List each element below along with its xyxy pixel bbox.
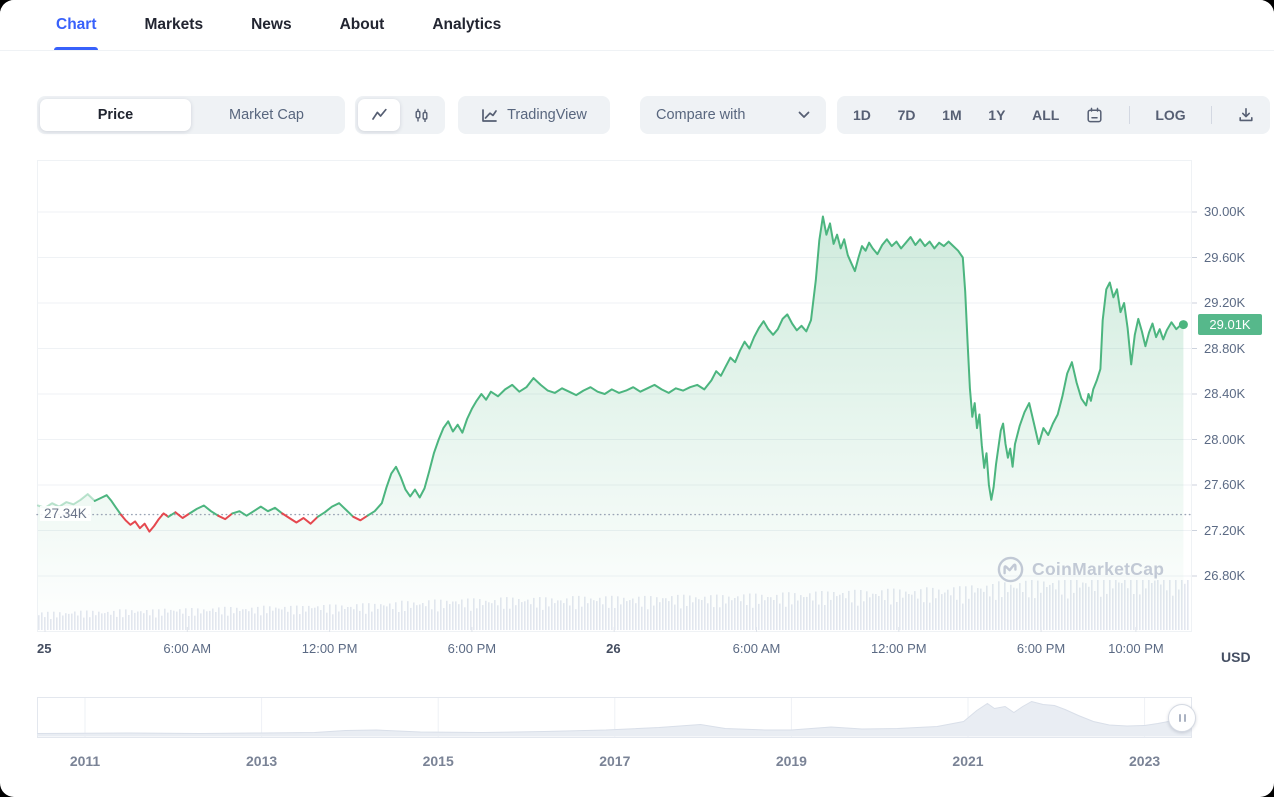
line-chart-icon xyxy=(371,108,387,122)
price-axis-label: 26.80K xyxy=(1204,568,1246,583)
chart-type-toggle xyxy=(355,96,445,134)
compare-with-label: Compare with xyxy=(656,107,746,123)
price-axis-label: 27.60K xyxy=(1204,477,1246,492)
price-axis-label: 30.00K xyxy=(1204,204,1246,219)
navigator-year-label: 2013 xyxy=(246,753,278,769)
price-axis-label: 29.20K xyxy=(1204,295,1246,310)
time-axis-label: 12:00 PM xyxy=(870,641,927,656)
navigator[interactable] xyxy=(37,697,1192,738)
price-area-fill xyxy=(37,216,1184,630)
tradingview-label: TradingView xyxy=(507,107,587,123)
watermark: CoinMarketCap xyxy=(997,556,1164,583)
time-axis-label: 25 xyxy=(37,641,52,656)
candlestick-toggle[interactable] xyxy=(400,99,442,131)
price-toggle[interactable]: Price xyxy=(40,99,191,131)
tab-markets[interactable]: Markets xyxy=(144,16,204,33)
log-scale-toggle[interactable]: LOG xyxy=(1155,107,1186,123)
toolbar-divider xyxy=(1128,106,1130,124)
line-chart-toggle[interactable] xyxy=(358,99,400,131)
last-price-dot xyxy=(1178,320,1188,330)
market-cap-toggle[interactable]: Market Cap xyxy=(229,107,304,123)
calendar-icon xyxy=(1087,107,1102,122)
time-axis-label: 12:00 PM xyxy=(301,641,358,656)
price-axis-label: 29.60K xyxy=(1204,249,1246,265)
range-1m[interactable]: 1M xyxy=(942,107,962,123)
chart-toolbar: Price Market Cap Tradi xyxy=(0,51,1274,139)
price-axis-label: 28.00K xyxy=(1204,431,1246,447)
tab-analytics[interactable]: Analytics xyxy=(432,16,502,33)
price-area xyxy=(37,216,1184,630)
last-price-badge: 29.01K xyxy=(1198,314,1262,336)
coinmarketcap-logo-icon xyxy=(997,556,1024,583)
navigator-year-label: 2019 xyxy=(775,753,807,769)
metric-toggle: Price Market Cap xyxy=(37,96,345,134)
compare-with-dropdown[interactable]: Compare with xyxy=(640,96,826,134)
navigator-year-label: 2017 xyxy=(599,753,631,769)
time-axis-label: 10:00 PM xyxy=(1108,641,1164,656)
time-axis-label: 6:00 AM xyxy=(732,641,781,656)
top-nav: Chart Markets News About Analytics xyxy=(0,0,1274,51)
download-button[interactable] xyxy=(1237,105,1255,125)
time-axis-label: 6:00 PM xyxy=(1016,641,1066,656)
price-axis-label: 28.40K xyxy=(1204,386,1246,401)
download-icon xyxy=(1239,108,1253,122)
tradingview-button[interactable]: TradingView xyxy=(458,96,610,134)
candlestick-icon xyxy=(414,108,429,123)
tab-about[interactable]: About xyxy=(339,16,385,33)
navigator-year-label: 2015 xyxy=(422,753,454,769)
range-1d[interactable]: 1D xyxy=(853,107,871,123)
tab-news[interactable]: News xyxy=(251,16,292,33)
range-1y[interactable]: 1Y xyxy=(988,107,1006,123)
price-axis-label: 27.20K xyxy=(1204,522,1246,538)
currency-label: USD xyxy=(1221,649,1251,665)
tradingview-icon xyxy=(481,108,498,123)
range-7d[interactable]: 7D xyxy=(897,107,916,123)
toolbar-divider xyxy=(1211,106,1213,124)
chevron-down-icon xyxy=(798,111,810,119)
navigator-year-label: 2021 xyxy=(952,753,984,769)
time-axis-label: 6:00 PM xyxy=(447,641,497,656)
range-selector: 1D 7D 1M 1Y ALL LOG xyxy=(837,96,1270,134)
time-axis-label: 26 xyxy=(606,641,621,656)
navigator-year-label: 2011 xyxy=(69,753,101,769)
tab-chart[interactable]: Chart xyxy=(53,0,99,50)
range-all[interactable]: ALL xyxy=(1032,107,1060,123)
price-axis-label: 28.80K xyxy=(1204,340,1246,356)
time-axis-label: 6:00 AM xyxy=(163,641,212,656)
calendar-button[interactable] xyxy=(1085,105,1104,126)
navigator-year-label: 2023 xyxy=(1129,753,1161,769)
prev-close-label: 27.34K xyxy=(40,505,91,521)
navigator-handle[interactable] xyxy=(1168,704,1196,732)
watermark-text: CoinMarketCap xyxy=(1032,559,1165,579)
pause-icon xyxy=(1178,714,1181,722)
navigator-area xyxy=(37,701,1192,737)
